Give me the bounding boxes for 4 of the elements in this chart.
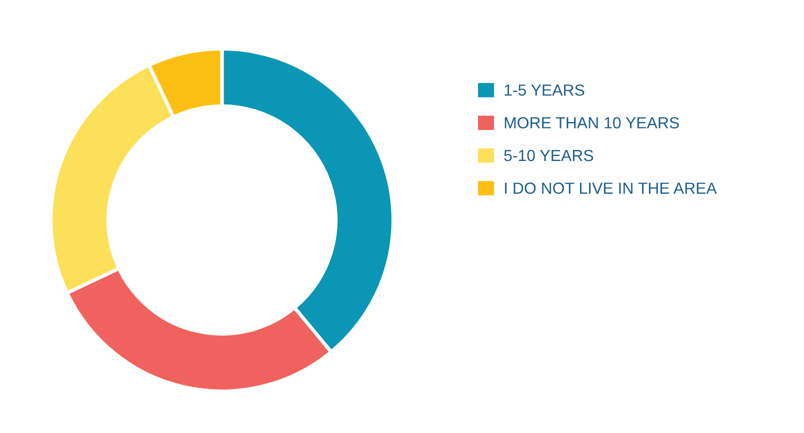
legend-label: 5-10 YEARS (504, 150, 594, 162)
legend-label: MORE THAN 10 YEARS (504, 117, 679, 128)
legend-label: 1-5 YEARS (504, 84, 584, 96)
legend-label: I DO NOT LIVE IN THE AREA (505, 182, 717, 194)
